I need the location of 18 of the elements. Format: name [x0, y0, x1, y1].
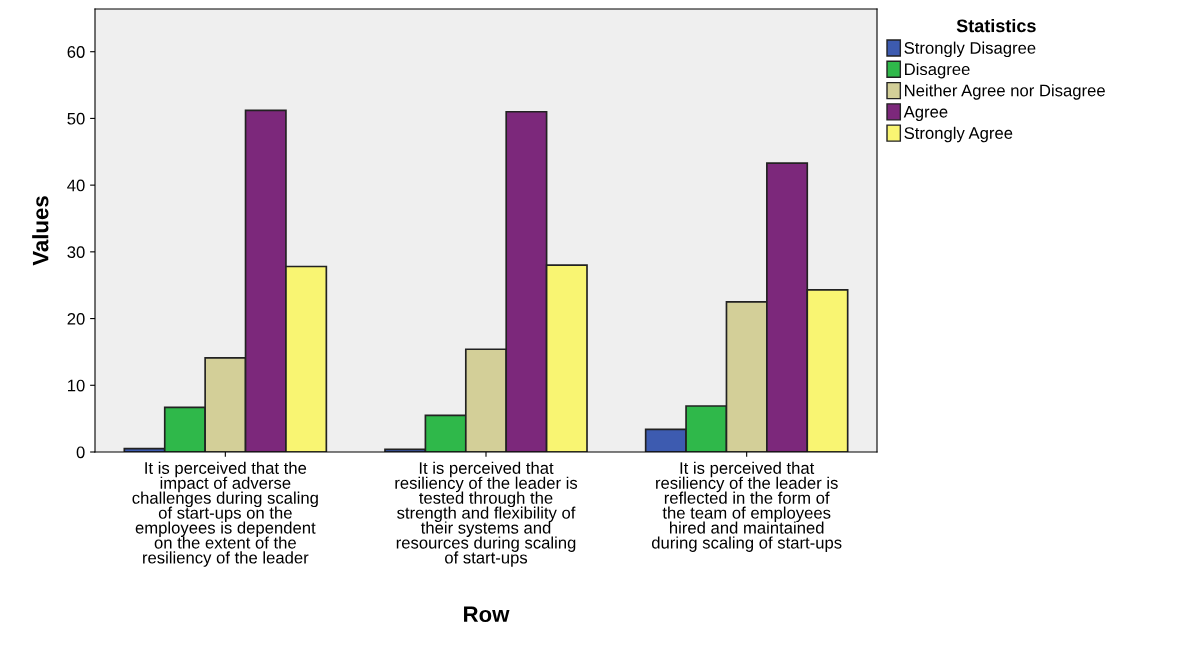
y-tick-label: 50 [67, 112, 85, 125]
y-tick-label: 20 [67, 312, 85, 325]
x-tick-label: It is perceived that resiliency of the leader is tested through the strength and flexibility of their systems and resources during scaling of start-ups [395, 461, 578, 567]
y-tick-label: 10 [68, 379, 85, 392]
legend-label: Strongly Disagree [904, 41, 1036, 58]
y-tick-label: 30 [67, 246, 85, 259]
x-tick-label: It is perceived that resiliency of the leader is reflected in the form of the team of employees hired and maintained during scaling of start-ups [651, 461, 842, 552]
legend-label: Disagree [905, 62, 970, 79]
y-axis-title: Values [32, 196, 49, 266]
y-tick-label: 0 [76, 446, 85, 459]
legend-label: Neither Agree nor Disagree [905, 84, 1105, 100]
x-tick-label: It is perceived that the impact of adverse challenges during scaling of start-ups on the employees is dependent on the extent of the resiliency of the leader [132, 461, 318, 567]
legend-label: Agree [903, 106, 948, 121]
legend-title: Statistics [956, 19, 1036, 33]
x-axis-title: Row [464, 606, 510, 623]
y-tick-label: 60 [67, 46, 85, 58]
y-tick-label: 40 [67, 179, 85, 192]
legend-label: Strongly Agree [904, 126, 1013, 143]
